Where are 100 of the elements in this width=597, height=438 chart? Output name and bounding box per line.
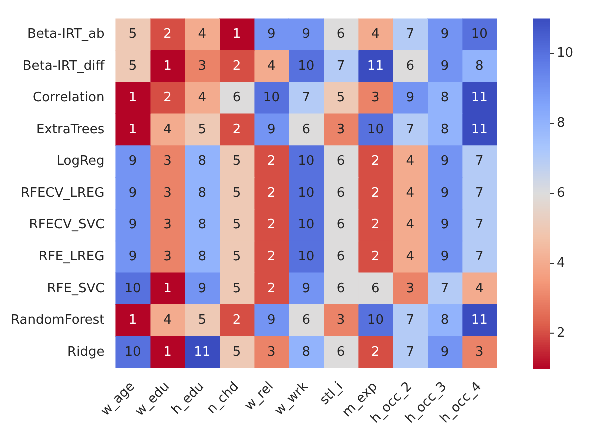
data-label: 4 — [198, 90, 207, 106]
data-label: 8 — [440, 313, 450, 328]
data-label: 5 — [128, 27, 138, 42]
data-label: 4 — [268, 58, 276, 74]
data-label: 3 — [164, 186, 172, 201]
data-label: 9 — [440, 27, 450, 42]
data-label: 6 — [336, 344, 346, 360]
data-label: 2 — [372, 186, 380, 201]
data-label: 11 — [471, 122, 488, 138]
data-label: 3 — [336, 313, 346, 328]
data-label: 7 — [476, 250, 484, 265]
data-label: 5 — [232, 281, 242, 296]
y-tick-label: RFE_LREG — [38, 250, 105, 265]
data-label: 6 — [302, 122, 310, 138]
data-label: 4 — [198, 27, 207, 42]
data-label: 4 — [164, 122, 172, 138]
data-label: 6 — [232, 90, 242, 106]
data-label: 1 — [164, 344, 172, 360]
data-label: 3 — [268, 344, 276, 360]
data-label: 8 — [440, 90, 450, 106]
data-label: 6 — [336, 218, 346, 233]
data-label: 8 — [198, 250, 207, 265]
data-label: 9 — [302, 281, 310, 296]
data-label: 2 — [372, 218, 380, 233]
data-label: 3 — [372, 90, 380, 106]
data-label: 4 — [406, 154, 414, 170]
data-label: 7 — [406, 122, 414, 138]
data-label: 5 — [128, 58, 138, 74]
data-label: 1 — [128, 313, 138, 328]
data-label: 11 — [367, 58, 384, 74]
data-label: 9 — [440, 58, 450, 74]
y-tick-label: RFE_SVC — [47, 281, 105, 296]
data-label: 6 — [336, 27, 346, 42]
data-label: 6 — [336, 250, 346, 265]
data-label: 8 — [476, 58, 484, 74]
data-label: 9 — [268, 122, 276, 138]
data-label: 9 — [302, 27, 310, 42]
data-label: 5 — [232, 344, 242, 360]
data-label: 2 — [268, 218, 276, 233]
color-bar-label: 2 — [557, 326, 566, 341]
data-label: 3 — [476, 344, 484, 360]
data-label: 6 — [372, 281, 380, 296]
data-label: 9 — [198, 281, 207, 296]
data-label: 4 — [406, 218, 414, 233]
data-label: 3 — [164, 154, 172, 170]
data-label: 2 — [372, 154, 380, 170]
data-label: 7 — [440, 281, 450, 296]
data-label: 2 — [268, 186, 276, 201]
data-label: 4 — [406, 250, 414, 265]
data-label: 7 — [406, 27, 414, 42]
data-label: 7 — [336, 58, 346, 74]
data-label: 9 — [128, 250, 138, 265]
data-label: 2 — [164, 27, 172, 42]
data-label: 9 — [128, 186, 138, 201]
data-label: 11 — [471, 313, 488, 328]
data-label: 3 — [164, 218, 172, 233]
y-tick-label: LogReg — [56, 154, 105, 170]
data-label: 2 — [268, 250, 276, 265]
data-label: 5 — [232, 186, 242, 201]
data-label: 6 — [336, 281, 346, 296]
data-label: 2 — [372, 250, 380, 265]
data-label: 5 — [232, 250, 242, 265]
data-label: 2 — [268, 281, 276, 296]
data-label: 10 — [298, 58, 315, 74]
data-label: 9 — [440, 344, 450, 360]
data-label: 4 — [164, 313, 172, 328]
data-label: 7 — [476, 218, 484, 233]
data-label: 2 — [164, 90, 172, 106]
data-label: 5 — [232, 154, 242, 170]
data-label: 11 — [471, 90, 488, 106]
data-label: 1 — [232, 27, 242, 42]
data-label: 2 — [268, 154, 276, 170]
data-label: 9 — [406, 90, 414, 106]
data-label: 10 — [298, 154, 315, 170]
y-tick-label: Beta-IRT_diff — [22, 58, 106, 74]
y-tick-label: ExtraTrees — [36, 122, 105, 138]
color-bar-label: 8 — [557, 116, 566, 132]
data-label: 5 — [198, 122, 207, 138]
data-label: 2 — [232, 313, 242, 328]
y-tick-label: Ridge — [68, 344, 105, 360]
data-label: 9 — [440, 186, 450, 201]
data-label: 7 — [302, 90, 310, 106]
data-label: 2 — [232, 58, 242, 74]
data-label: 7 — [476, 186, 484, 201]
data-label: 1 — [164, 281, 172, 296]
data-label: 9 — [128, 154, 138, 170]
data-label: 9 — [440, 250, 450, 265]
data-label: 7 — [406, 313, 414, 328]
data-label: 8 — [198, 154, 207, 170]
data-label: 3 — [164, 250, 172, 265]
data-label: 5 — [336, 90, 346, 106]
data-label: 10 — [263, 90, 280, 106]
data-label: 3 — [336, 122, 346, 138]
data-label: 3 — [406, 281, 414, 296]
data-label: 7 — [406, 344, 414, 360]
data-label: 8 — [198, 218, 207, 233]
data-label: 10 — [298, 218, 315, 233]
y-tick-label: Correlation — [33, 90, 105, 106]
y-tick-label: RFECV_SVC — [29, 218, 105, 233]
data-label: 4 — [372, 27, 380, 42]
